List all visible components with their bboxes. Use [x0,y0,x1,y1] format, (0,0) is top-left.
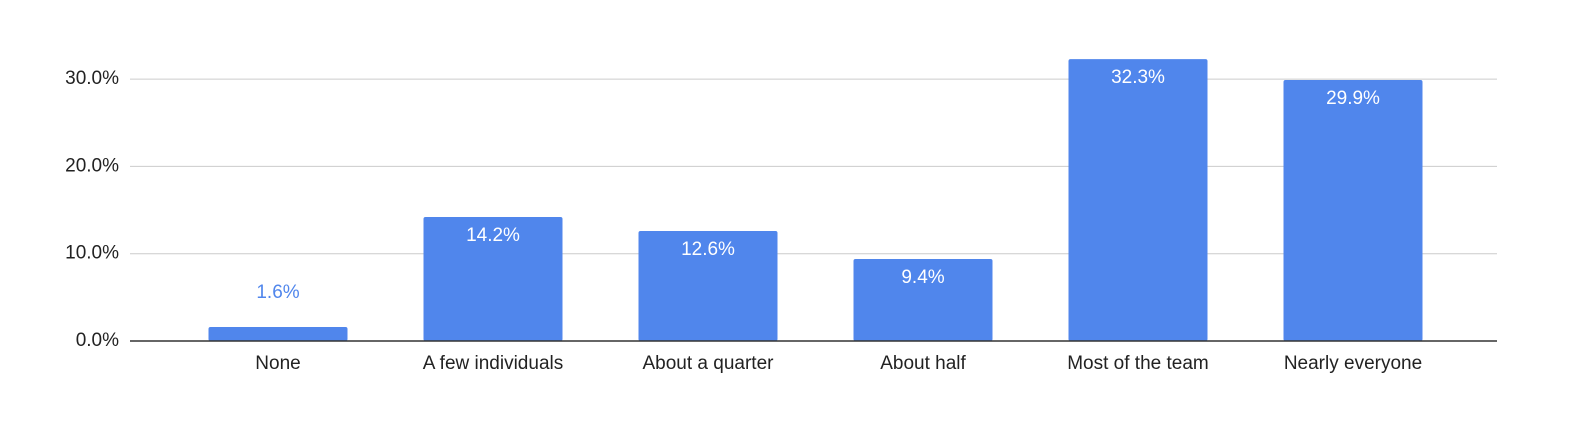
bar [638,231,778,341]
y-tick-label: 20.0% [65,155,119,176]
x-tick-label: A few individuals [423,353,563,374]
y-tick-label: 30.0% [65,68,119,89]
x-tick-label: Nearly everyone [1284,353,1422,374]
bar [1068,59,1208,342]
value-label: 29.9% [1326,88,1380,109]
y-tick-label: 0.0% [76,330,119,351]
y-tick-label: 10.0% [65,243,119,264]
bar [208,327,348,341]
value-label: 14.2% [466,225,520,246]
bar [423,217,563,341]
x-tick-label: About half [880,353,966,374]
x-tick-label: None [255,353,300,374]
value-label: 9.4% [901,267,944,288]
bar [1283,80,1423,341]
x-tick-label: Most of the team [1067,353,1209,374]
value-label: 12.6% [681,239,735,260]
x-tick-label: About a quarter [643,353,775,374]
bar [853,258,993,341]
value-label: 32.3% [1111,67,1165,88]
value-label: 1.6% [256,282,299,303]
